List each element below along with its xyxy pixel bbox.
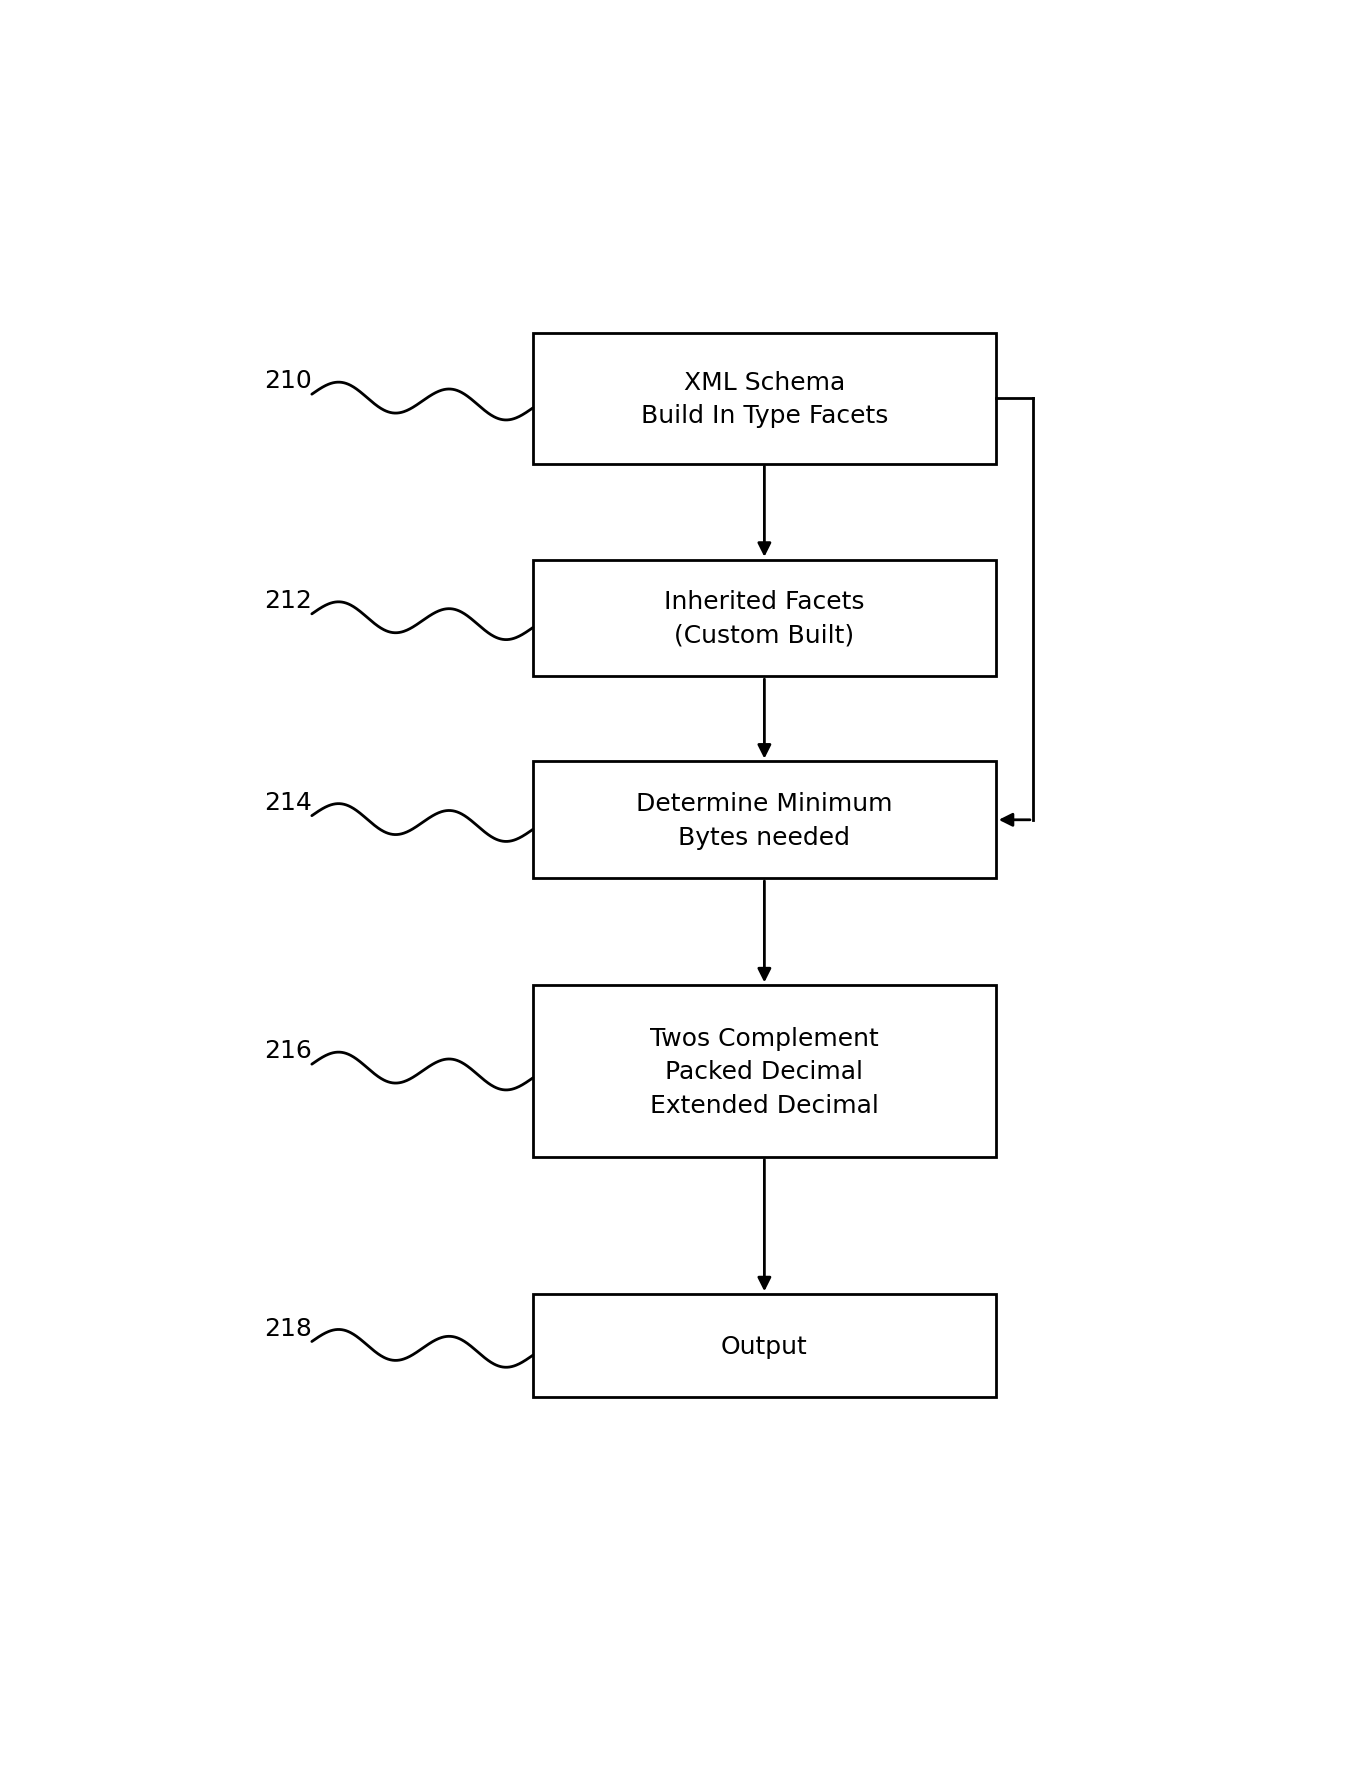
Text: Inherited Facets
(Custom Built): Inherited Facets (Custom Built) [664,590,865,647]
Text: Output: Output [721,1335,808,1358]
Text: XML Schema
Build In Type Facets: XML Schema Build In Type Facets [641,371,888,428]
Text: 214: 214 [265,791,312,814]
Text: 210: 210 [265,369,312,394]
Text: 212: 212 [265,588,312,613]
Text: 218: 218 [265,1317,312,1340]
Bar [532,985,995,1157]
Bar [532,560,995,677]
Bar [532,763,995,879]
Bar [532,1294,995,1397]
Text: Twos Complement
Packed Decimal
Extended Decimal: Twos Complement Packed Decimal Extended … [650,1026,879,1117]
Bar [532,333,995,465]
Text: Determine Minimum
Bytes needed: Determine Minimum Bytes needed [636,791,892,848]
Text: 216: 216 [265,1039,312,1062]
